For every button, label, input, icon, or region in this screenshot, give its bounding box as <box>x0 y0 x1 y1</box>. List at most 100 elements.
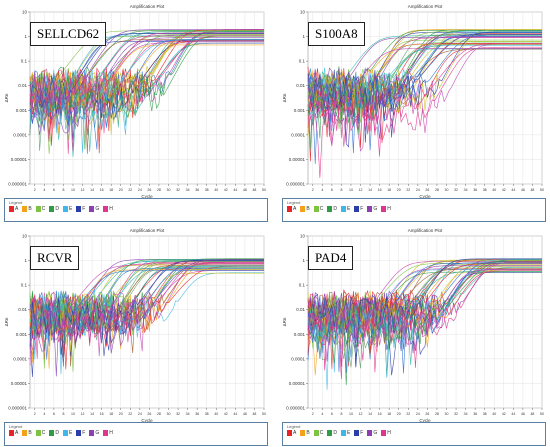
x-axis-label: Cycle <box>141 418 153 423</box>
x-axis-label: Cycle <box>419 418 431 423</box>
legend-item: F <box>76 206 85 212</box>
legend-swatch <box>49 206 55 212</box>
y-axis-label: ΔRn <box>4 93 9 102</box>
legend-swatch <box>300 206 306 212</box>
chart-title: Amplification Plot <box>408 4 443 9</box>
x-tick-label: 4 <box>321 412 323 416</box>
legend-swatch <box>22 430 28 436</box>
legend-label: D <box>333 206 337 212</box>
legend-label: D <box>55 430 59 436</box>
x-tick-label: 4 <box>321 188 323 192</box>
legend-swatch <box>62 430 68 436</box>
legend-swatch <box>35 206 41 212</box>
x-tick-label: 12 <box>359 188 363 192</box>
x-tick-label: 28 <box>157 188 161 192</box>
legend-label: H <box>109 206 113 212</box>
amplification-curve <box>307 262 542 359</box>
amplification-curve <box>29 40 264 154</box>
legend-swatch <box>103 206 109 212</box>
legend-item: D <box>327 206 337 212</box>
x-tick-label: 30 <box>445 412 449 416</box>
legend-item: F <box>354 430 363 436</box>
y-tick-label: 10 <box>300 234 306 239</box>
legend-label: B <box>28 430 32 436</box>
x-tick-label: 18 <box>387 188 391 192</box>
x-tick-label: 42 <box>224 188 228 192</box>
x-tick-label: 36 <box>473 412 477 416</box>
x-tick-label: 18 <box>387 412 391 416</box>
legend-item: A <box>9 206 18 212</box>
legend-label: H <box>387 206 391 212</box>
legend-item: C <box>35 206 45 212</box>
legend-item: E <box>62 430 72 436</box>
x-tick-label: 30 <box>167 412 171 416</box>
legend-item: F <box>76 430 85 436</box>
legend-item: E <box>340 430 350 436</box>
chart-title: Amplification Plot <box>130 4 165 9</box>
x-tick-label: 14 <box>368 412 372 416</box>
x-tick-label: 18 <box>109 412 113 416</box>
x-tick-label: 28 <box>435 412 439 416</box>
amplification-curve <box>29 32 264 103</box>
legend-swatch <box>300 430 306 436</box>
amplification-curve <box>29 39 264 150</box>
legend-label: F <box>360 206 364 212</box>
x-tick-label: 2 <box>312 412 314 416</box>
amplification-curve <box>307 36 542 107</box>
legend-items: A B C D E F G H <box>287 430 391 436</box>
legend-swatch <box>9 430 14 436</box>
x-tick-label: 16 <box>100 412 104 416</box>
x-tick-label: 46 <box>243 412 247 416</box>
legend-label: A <box>15 206 19 212</box>
x-tick-label: 36 <box>195 412 199 416</box>
x-tick-label: 26 <box>425 188 429 192</box>
y-tick-label: 0.1 <box>299 283 306 288</box>
x-tick-label: 30 <box>445 188 449 192</box>
y-tick-label: 0.1 <box>299 59 306 64</box>
x-tick-label: 12 <box>81 412 85 416</box>
x-tick-label: 22 <box>406 188 410 192</box>
amplification-curve <box>29 270 264 347</box>
legend-label: F <box>82 430 86 436</box>
x-tick-label: 28 <box>435 188 439 192</box>
x-tick-label: 14 <box>90 188 94 192</box>
legend-box[interactable]: Legend A B C D E F G H <box>282 422 546 446</box>
x-tick-label: 48 <box>252 412 256 416</box>
legend-item: C <box>35 430 45 436</box>
y-tick-label: 10 <box>300 10 306 15</box>
x-tick-label: 8 <box>62 412 64 416</box>
x-tick-label: 32 <box>454 188 458 192</box>
x-tick-label: 26 <box>147 188 151 192</box>
x-tick-label: 20 <box>119 412 123 416</box>
x-tick-label: 48 <box>530 412 534 416</box>
amplification-curve <box>307 48 542 121</box>
gene-label: S100A8 <box>308 22 365 46</box>
x-tick-label: 34 <box>186 188 190 192</box>
x-tick-label: 24 <box>416 188 420 192</box>
legend-item: H <box>381 206 391 212</box>
legend-box[interactable]: Legend A B C D E F G H <box>4 198 268 222</box>
legend-item: A <box>287 430 296 436</box>
legend-item: G <box>89 430 99 436</box>
series-group <box>29 29 264 157</box>
y-tick-label: 10 <box>22 10 28 15</box>
y-tick-label: 0.00001 <box>11 381 28 386</box>
legend-item: A <box>9 430 18 436</box>
legend-swatch <box>22 206 28 212</box>
legend-title: Legend <box>9 424 23 429</box>
legend-box[interactable]: Legend A B C D E F G H <box>4 422 268 446</box>
y-tick-label: 0.000001 <box>8 182 27 187</box>
y-tick-label: 0.00001 <box>11 157 28 162</box>
legend-label: E <box>68 206 73 212</box>
x-axis-label: Cycle <box>419 194 431 199</box>
y-tick-label: 0.0001 <box>291 356 305 361</box>
legend-swatch <box>354 206 360 212</box>
legend-swatch <box>89 206 95 212</box>
x-tick-label: 38 <box>483 188 487 192</box>
legend-title: Legend <box>287 200 301 205</box>
legend-box[interactable]: Legend A B C D E F G H <box>282 198 546 222</box>
legend-swatch <box>103 430 109 436</box>
y-tick-label: 0.01 <box>18 83 27 88</box>
legend-label: G <box>95 430 100 436</box>
y-tick-label: 0.001 <box>16 108 28 113</box>
